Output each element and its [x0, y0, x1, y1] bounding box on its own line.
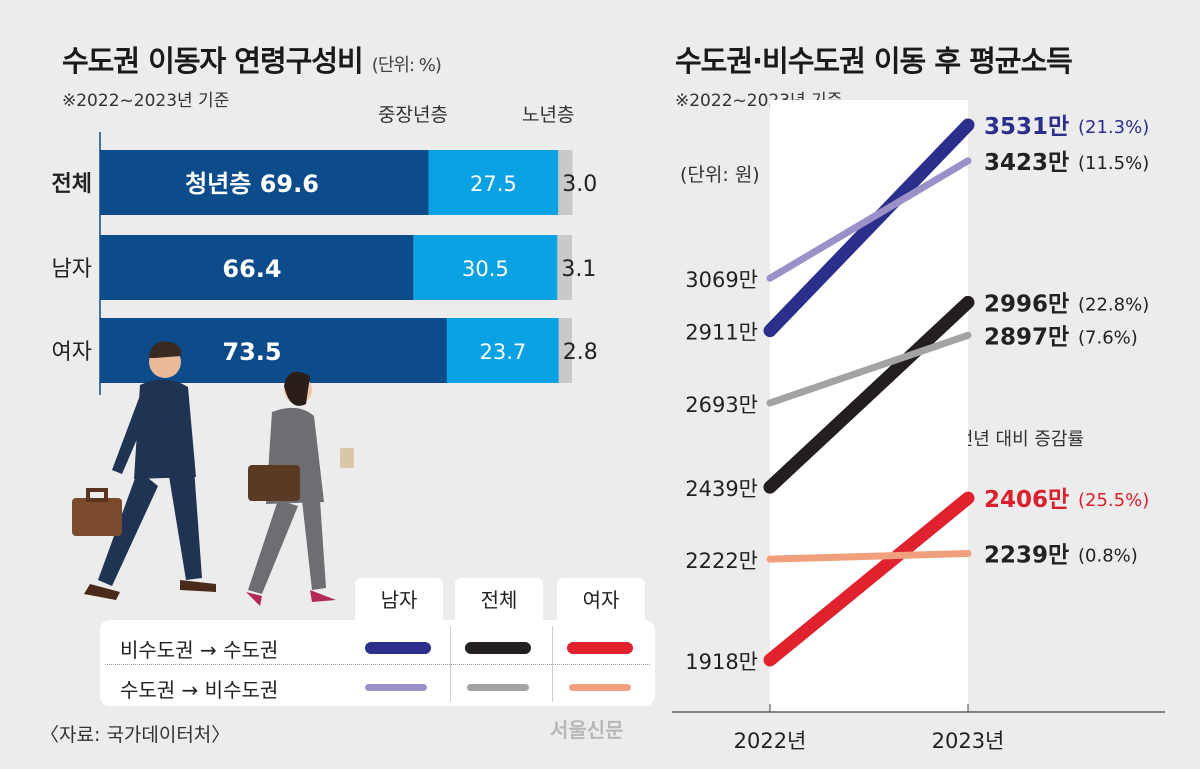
bar-label-0-2: 3.0	[562, 172, 597, 197]
series-line-1	[766, 157, 972, 282]
end-label-0: 3531만	[984, 114, 1069, 140]
end-label-2: 2996만	[984, 291, 1069, 317]
woman-figure	[246, 371, 354, 606]
source-text: 〈자료: 국가데이터처〉	[40, 724, 231, 746]
bar-segment-2-2	[558, 318, 572, 383]
row-label-2: 여자	[52, 340, 92, 365]
x-tick-label-0: 2022년	[734, 729, 807, 753]
man-figure	[72, 341, 216, 600]
start-label-4: 1918만	[685, 650, 758, 674]
legend-box: 비수도권 → 수도권 수도권 → 비수도권	[100, 620, 655, 706]
end-label-4: 2406만	[984, 487, 1069, 513]
series-line-5	[766, 550, 972, 563]
left-unit: (단위: %)	[371, 55, 442, 76]
legend-swatch-male-to-noncapital	[365, 684, 427, 691]
bar-segment-2-1	[446, 318, 559, 383]
left-note: ※2022~2023년 기준	[62, 91, 230, 111]
commuters-illustration	[72, 341, 354, 606]
bar-label-2-1: 23.7	[479, 340, 526, 364]
bar-segment-1-1	[413, 235, 558, 300]
legend-row-to-noncapital: 수도권 → 비수도권	[120, 678, 279, 702]
series-line-4	[763, 491, 975, 667]
end-label-3: 2897만	[984, 324, 1069, 350]
bar-segment-0-0	[100, 150, 429, 215]
x-tick-label-1: 2023년	[932, 729, 1005, 753]
legend-swatch-total-to-capital	[465, 642, 531, 654]
legend-swatch-female-to-noncapital	[569, 684, 631, 691]
row-label-1: 남자	[52, 257, 92, 282]
bar-label-1-1: 30.5	[462, 257, 509, 281]
end-label-1: 3423만	[984, 150, 1069, 176]
left-title: 수도권 이동자 연령구성비 (단위: %)	[62, 44, 442, 78]
bar-segment-0-2	[558, 150, 573, 215]
change-label-0: (21.3%)	[1078, 117, 1149, 138]
plot-area	[770, 100, 968, 712]
line-chart: 2022년 2023년 2911만 3531만 (21.3%) 3069만 3423만 (11…	[672, 100, 1165, 753]
stacked-bar-chart: 전체 청년층 69.6 27.5 3.0 남자 66.4 30.5 3.1 여자 73.5 23.7…	[52, 132, 598, 395]
legend-col-total: 전체	[455, 578, 543, 622]
legend-divider	[105, 664, 650, 665]
bar-label-1-0: 66.4	[222, 255, 281, 283]
change-label-1: (11.5%)	[1078, 153, 1149, 174]
header-elderly: 노년층	[522, 104, 575, 126]
series-line-0	[763, 118, 975, 338]
legend-swatch-female-to-capital	[567, 642, 633, 654]
bar-label-2-2: 2.8	[563, 340, 598, 365]
bar-label-1-2: 3.1	[561, 257, 596, 282]
start-label-3: 2693만	[685, 393, 758, 417]
legend-row-to-capital: 비수도권 → 수도권	[120, 638, 279, 662]
series-line-3	[766, 331, 972, 407]
change-label-5: (0.8%)	[1078, 546, 1138, 567]
start-label-1: 3069만	[685, 268, 758, 292]
bar-label-0-0: 청년층 69.6	[185, 170, 319, 198]
right-unit: (단위: 원)	[680, 164, 760, 186]
series-line-2	[763, 295, 975, 494]
row-label-0: 전체	[52, 172, 92, 197]
legend-swatch-total-to-noncapital	[467, 684, 529, 691]
bar-label-2-0: 73.5	[222, 338, 281, 366]
header-middle-aged: 중장년층	[378, 104, 448, 126]
bar-label-0-1: 27.5	[470, 172, 517, 196]
start-label-5: 2222만	[685, 549, 758, 573]
bar-segment-1-0	[100, 235, 414, 300]
start-label-2: 2439만	[685, 477, 758, 501]
bar-segment-0-1	[428, 150, 559, 215]
change-label-4: (25.5%)	[1078, 490, 1149, 511]
change-label-2: (22.8%)	[1078, 294, 1149, 315]
start-label-0: 2911만	[685, 321, 758, 345]
legend-swatch-male-to-capital	[365, 642, 431, 654]
legend-col-male: 남자	[355, 578, 443, 622]
newspaper-logo: 서울신문	[550, 718, 624, 742]
end-label-5: 2239만	[984, 543, 1069, 569]
legend-col-female: 여자	[557, 578, 645, 622]
bar-segment-1-2	[557, 235, 572, 300]
right-title: 수도권·비수도권 이동 후 평균소득	[675, 44, 1073, 78]
change-label-3: (7.6%)	[1078, 327, 1138, 348]
